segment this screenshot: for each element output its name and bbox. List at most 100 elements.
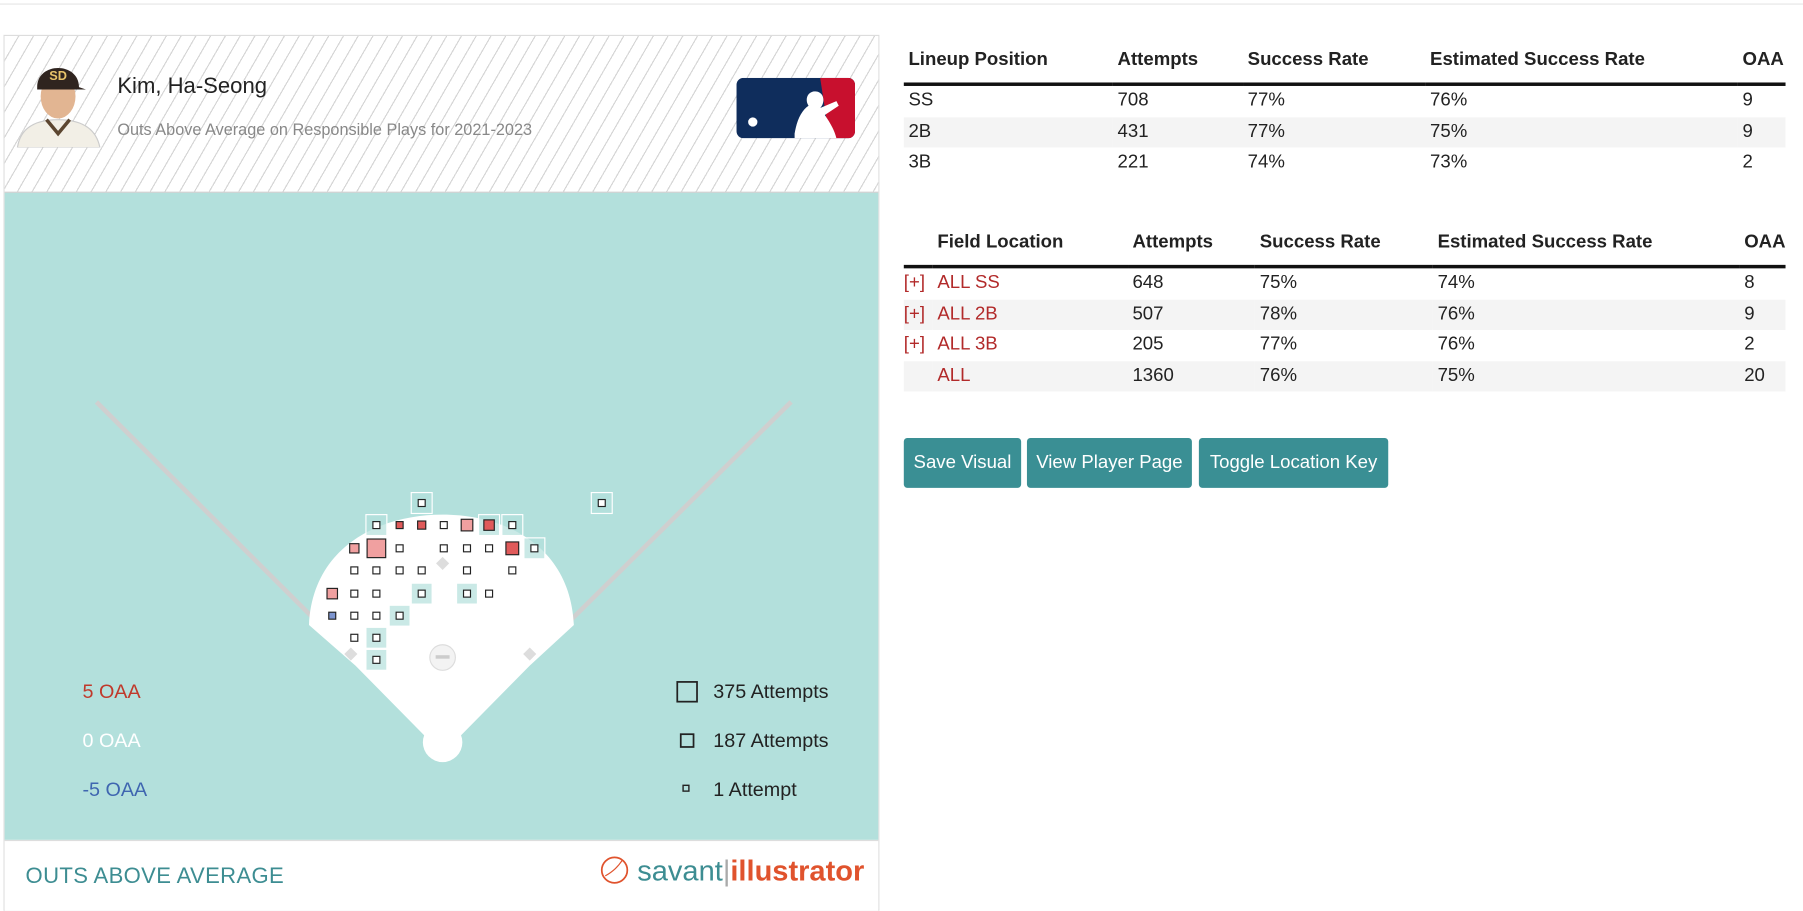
table-cell: ALL SS <box>937 273 1000 294</box>
brand-left: savant <box>637 855 723 888</box>
player-name: Kim, Ha-Seong <box>117 74 268 99</box>
button[interactable]: Toggle Location Key <box>1198 437 1389 488</box>
lineup-table: Lineup Position Attempts Success Rate Estim… <box>903 49 1786 179</box>
attempt-legend-keys <box>676 681 698 792</box>
table-cell: 8 <box>1744 273 1755 294</box>
column-header: OAA <box>1739 232 1786 269</box>
table-row: 3B 221 74% 73% 2 <box>904 148 1786 179</box>
table-cell: 9 <box>1742 90 1753 111</box>
zone-square <box>462 589 472 598</box>
zone-square <box>439 521 448 530</box>
table-cell: 205 <box>1132 334 1164 355</box>
column-header: Success Rate <box>1255 232 1433 269</box>
expand-toggle[interactable]: [+] <box>903 334 925 355</box>
zone-square <box>439 544 448 553</box>
table-cell: 74% <box>1437 273 1475 294</box>
expand-column <box>903 232 933 269</box>
attempt-legend: 375 Attempts <box>713 680 829 703</box>
table-cell: 2 <box>1744 334 1755 355</box>
zone-square <box>372 566 381 575</box>
table-cell: 20 <box>1739 360 1786 392</box>
table-cell: 75% <box>1425 116 1738 148</box>
table-cell: 75% <box>1432 360 1740 392</box>
table-row: [+] ALL 2B 507 78% 76% 9 <box>903 299 1786 330</box>
zone-square <box>417 520 427 530</box>
zone-square <box>485 544 494 553</box>
table-cell: 9 <box>1739 299 1786 330</box>
zone-square <box>508 521 517 530</box>
svg-text:SD: SD <box>49 68 67 83</box>
button[interactable]: Save Visual <box>903 437 1022 488</box>
table-cell: 648 <box>1132 273 1164 294</box>
table-row: SS 708 77% 76% 9 <box>904 84 1786 117</box>
zone-square <box>395 611 404 620</box>
table-cell: 76% <box>1430 90 1468 111</box>
zone-square <box>462 566 472 575</box>
zone-square <box>530 544 539 553</box>
zone-square <box>328 611 337 620</box>
zone-square <box>417 498 426 508</box>
zone-square <box>372 589 381 598</box>
table-cell: 221 <box>1117 152 1149 173</box>
divider <box>0 3 1803 5</box>
table-cell: 2B <box>903 116 1113 148</box>
zone-square <box>350 589 359 598</box>
zone-square <box>460 518 474 532</box>
table-cell: 76% <box>1437 334 1475 355</box>
zone-square <box>372 521 381 530</box>
table-cell: 77% <box>1243 116 1426 148</box>
zone-square <box>395 566 404 575</box>
field-area: 5 OAA 0 OAA -5 OAA 375 Attempts 187 Atte… <box>4 192 879 840</box>
zone-square <box>350 611 359 620</box>
table-cell: 77% <box>1259 334 1297 355</box>
player-photo: SD <box>16 67 101 148</box>
table-cell: 73% <box>1430 152 1468 173</box>
expand-cell: [+] <box>904 330 933 361</box>
table-cell: 2 <box>1742 152 1753 173</box>
table-cell: 74% <box>1247 152 1285 173</box>
field-location-table: Field Location Attempts Success Rate Estima… <box>903 232 1786 392</box>
column-header: OAA <box>1737 49 1786 86</box>
table-cell: 507 <box>1127 299 1256 330</box>
brand-right: illustrator <box>730 855 865 888</box>
zone-square <box>350 633 359 642</box>
zone-square <box>366 538 387 559</box>
zone-square <box>349 543 360 554</box>
visual-header: SD Kim, Ha-Seong Outs Above Average on R… <box>4 36 879 193</box>
table-cell: 708 <box>1117 90 1149 111</box>
zone-square <box>485 589 494 598</box>
attempt-legend: 1 Attempt <box>713 778 797 801</box>
column-header: Success Rate <box>1243 49 1426 86</box>
zone-square <box>395 544 404 553</box>
zone-square <box>508 566 517 575</box>
table-cell: 76% <box>1255 360 1433 392</box>
button[interactable]: View Player Page <box>1026 437 1192 488</box>
table-row: 2B 431 77% 75% 9 <box>903 116 1786 148</box>
expand-toggle[interactable]: [+] <box>903 304 925 324</box>
expand-cell: [+] <box>904 267 933 300</box>
zone-square <box>483 519 495 531</box>
expand-toggle[interactable]: [+] <box>903 273 925 294</box>
table-row: [+] ALL 3B 205 77% 76% 2 <box>904 330 1786 361</box>
zone-square <box>505 541 520 556</box>
zone-square <box>395 521 404 530</box>
brand: savant|illustrator <box>599 855 864 889</box>
column-header: Attempts <box>1127 232 1256 269</box>
footer-title: OUTS ABOVE AVERAGE <box>25 864 285 889</box>
column-header: Lineup Position <box>903 49 1113 86</box>
zone-square <box>597 498 606 508</box>
zone-square <box>372 633 381 642</box>
visual-footer: OUTS ABOVE AVERAGE savant|illustrator <box>4 839 879 911</box>
table-cell: 76% <box>1432 299 1740 330</box>
table-cell: 3B <box>908 152 932 173</box>
subtitle: Outs Above Average on Responsible Plays … <box>117 119 533 139</box>
table-cell: 431 <box>1112 116 1244 148</box>
zone-square <box>326 587 339 600</box>
visual-panel: SD Kim, Ha-Seong Outs Above Average on R… <box>3 34 880 911</box>
table-cell: SS <box>908 90 934 111</box>
table-cell: 1360 <box>1127 360 1256 392</box>
expand-cell: [+] <box>903 299 933 330</box>
zone-square <box>372 611 381 620</box>
